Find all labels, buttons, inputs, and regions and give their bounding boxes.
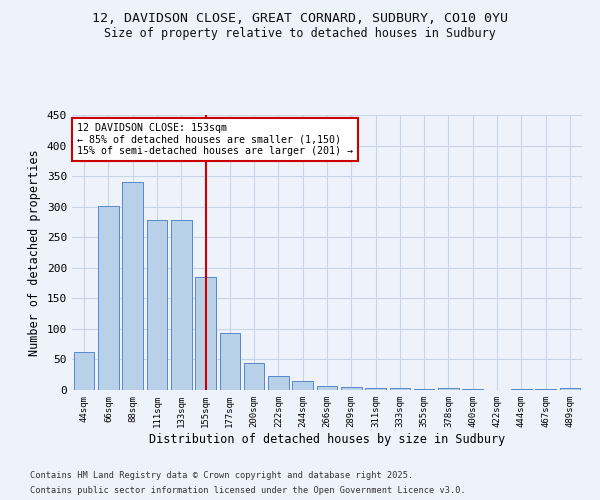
Bar <box>438 388 459 390</box>
Bar <box>195 277 216 390</box>
Text: Size of property relative to detached houses in Sudbury: Size of property relative to detached ho… <box>104 28 496 40</box>
Text: Contains HM Land Registry data © Crown copyright and database right 2025.: Contains HM Land Registry data © Crown c… <box>30 471 413 480</box>
Bar <box>365 388 386 390</box>
Bar <box>171 220 191 390</box>
Bar <box>74 352 94 390</box>
Bar <box>317 386 337 390</box>
Bar <box>341 387 362 390</box>
Bar <box>98 206 119 390</box>
Text: 12, DAVIDSON CLOSE, GREAT CORNARD, SUDBURY, CO10 0YU: 12, DAVIDSON CLOSE, GREAT CORNARD, SUDBU… <box>92 12 508 26</box>
Text: 12 DAVIDSON CLOSE: 153sqm
← 85% of detached houses are smaller (1,150)
15% of se: 12 DAVIDSON CLOSE: 153sqm ← 85% of detac… <box>77 123 353 156</box>
Y-axis label: Number of detached properties: Number of detached properties <box>28 149 41 356</box>
Bar <box>560 388 580 390</box>
Bar <box>122 182 143 390</box>
X-axis label: Distribution of detached houses by size in Sudbury: Distribution of detached houses by size … <box>149 432 505 446</box>
Bar <box>220 333 240 390</box>
Text: Contains public sector information licensed under the Open Government Licence v3: Contains public sector information licen… <box>30 486 466 495</box>
Bar <box>244 362 265 390</box>
Bar <box>414 389 434 390</box>
Bar <box>292 382 313 390</box>
Bar <box>389 388 410 390</box>
Bar <box>146 220 167 390</box>
Bar <box>511 389 532 390</box>
Bar <box>268 376 289 390</box>
